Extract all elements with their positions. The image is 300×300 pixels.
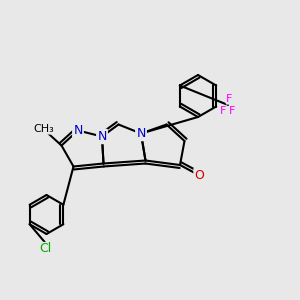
Text: F: F xyxy=(229,106,236,116)
Text: F: F xyxy=(220,106,227,116)
Text: CH₃: CH₃ xyxy=(33,124,54,134)
Text: Cl: Cl xyxy=(39,242,51,256)
Text: N: N xyxy=(73,124,83,137)
Text: F: F xyxy=(226,94,233,104)
Text: N: N xyxy=(97,130,107,143)
Text: O: O xyxy=(195,169,204,182)
Text: N: N xyxy=(136,127,146,140)
